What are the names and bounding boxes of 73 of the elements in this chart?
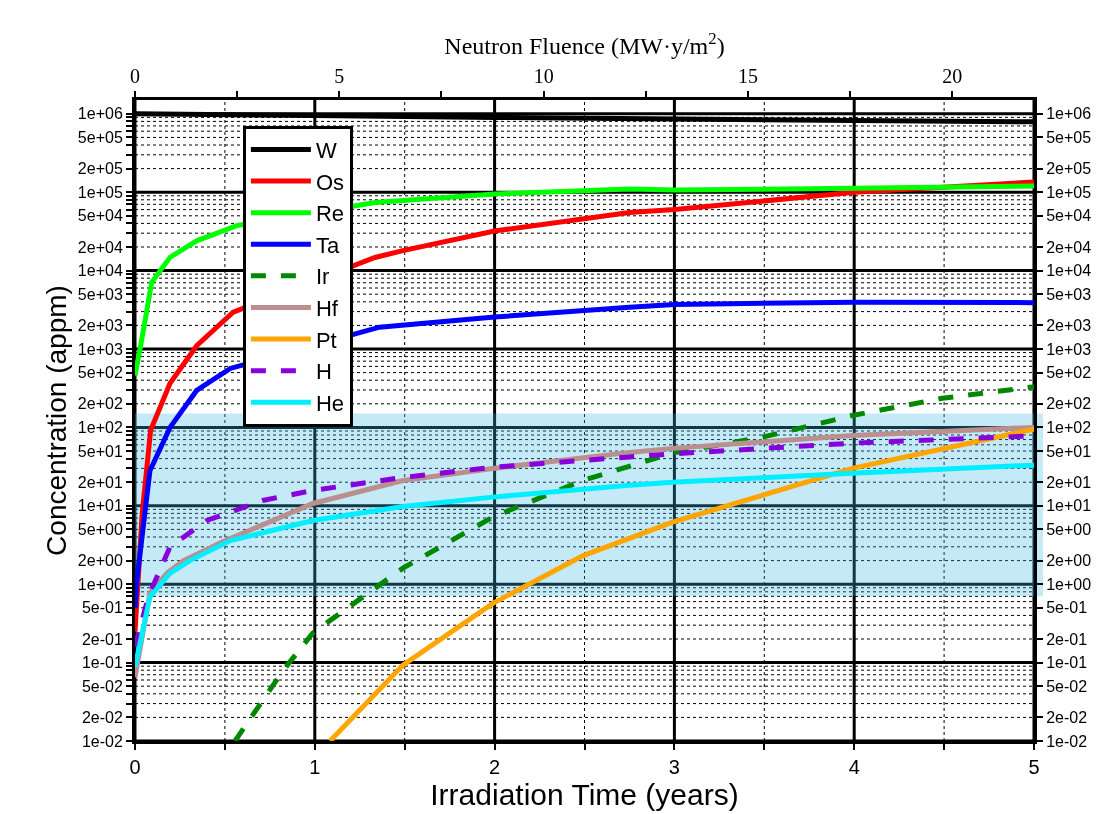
text: 2e+00 (1046, 552, 1092, 570)
text: 1e-01 (1046, 654, 1088, 672)
text: 1e+06 (1046, 105, 1092, 123)
text: 5e-01 (1046, 599, 1088, 617)
y-tick-label: 5e+02 (77, 364, 123, 382)
y-tick-label: 1e-01 (81, 654, 123, 672)
y-tick-label: 1e+02 (77, 419, 123, 436)
text: 2e-02 (1046, 709, 1088, 726)
text: 5e+01 (1046, 442, 1092, 460)
y-tick-label: 1e+05 (77, 183, 123, 201)
text: 1e+02 (1046, 419, 1092, 436)
text: 1e+05 (1046, 183, 1092, 201)
y-tick-label: 2e+00 (77, 552, 123, 570)
y-tick-label: 1e+03 (77, 340, 123, 358)
x2-tick-label: 5 (334, 65, 345, 87)
legend-label: Pt (315, 327, 337, 353)
legend-label: Ir (315, 264, 330, 290)
text: 2e+01 (1046, 473, 1092, 491)
y-tick-label: 1e+01 (77, 497, 123, 515)
x-tick-label: 5 (1028, 756, 1040, 778)
text: 2e-01 (1046, 630, 1088, 648)
text: 5e+05 (1046, 129, 1092, 147)
text: 1e+03 (1046, 340, 1092, 358)
x-tick-label: 1 (309, 756, 321, 778)
x-tick-label: 0 (129, 756, 141, 778)
text: 1e-02 (1046, 732, 1088, 750)
legend-label: Re (315, 201, 345, 227)
legend-label: Ta (315, 232, 340, 258)
text: 1e+00 (1046, 575, 1092, 593)
x2-axis-title: Neutron Fluence (MW·y/m$^{2}$) (444, 29, 725, 60)
text: 5e+00 (1046, 521, 1092, 538)
y-tick-label: 5e-02 (81, 677, 123, 695)
legend-label: He (315, 390, 345, 416)
x2-tick-label: 0 (130, 65, 140, 87)
legend-label: W (315, 138, 337, 164)
text: 5e-02 (1046, 677, 1088, 695)
y-tick-label: 1e+00 (77, 575, 123, 593)
text: 5e+02 (1046, 364, 1092, 382)
x-tick-label: 3 (668, 756, 680, 778)
text: 5e+03 (1046, 285, 1092, 303)
text: 5e+04 (1046, 207, 1092, 225)
x2-tick-label: 20 (942, 65, 963, 87)
legend-label: Hf (315, 296, 339, 322)
text: 1e+01 (1046, 497, 1092, 515)
y-tick-label: 2e+04 (77, 238, 123, 256)
y-tick-label: 2e+05 (77, 160, 123, 178)
x-axis-title: Irradiation Time (years) (430, 778, 739, 811)
y-tick-label: 5e+00 (77, 521, 123, 538)
text: 2e+04 (1046, 238, 1092, 256)
y-tick-label: 5e+01 (77, 442, 123, 460)
y-tick-label: 5e-01 (81, 599, 123, 617)
y-tick-label: 2e-02 (81, 709, 123, 726)
text: 2e+05 (1046, 160, 1092, 178)
y-tick-label: 1e+06 (77, 105, 123, 123)
text: 1e+04 (1046, 262, 1092, 280)
y-tick-label: 2e+03 (77, 317, 123, 334)
y-tick-label: 2e+02 (77, 395, 123, 413)
y-tick-label: 5e+03 (77, 285, 123, 303)
legend-label: H (315, 359, 332, 385)
text: 2e+03 (1046, 317, 1092, 334)
x2-tick-label: 15 (737, 65, 758, 87)
x2-tick-label: 10 (533, 65, 554, 87)
y-tick-label: 5e+05 (77, 129, 123, 147)
y-axis-title: Concentration (appm) (40, 285, 72, 556)
x-tick-label: 4 (848, 756, 860, 778)
y-tick-label: 2e-01 (81, 630, 123, 648)
text: 2e+02 (1046, 395, 1092, 413)
x-tick-label: 2 (489, 756, 501, 778)
y-tick-label: 5e+04 (77, 207, 123, 225)
y-tick-label: 1e+04 (77, 262, 123, 280)
y-tick-label: 1e-02 (81, 732, 123, 750)
legend-label: Os (315, 169, 345, 195)
y-tick-label: 2e+01 (77, 473, 123, 491)
